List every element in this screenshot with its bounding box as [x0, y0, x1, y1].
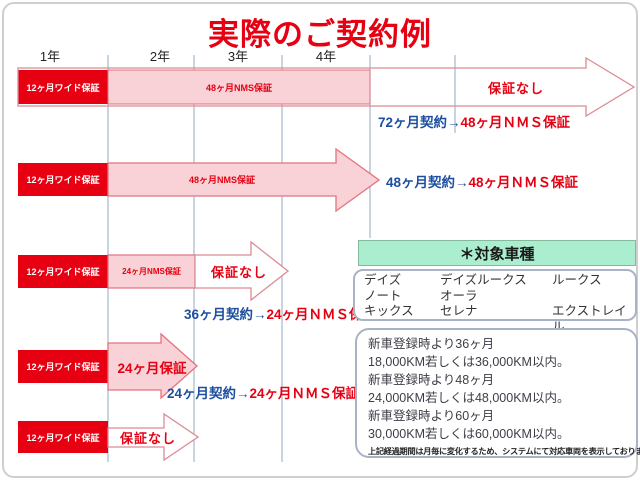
warranty-conditions-box: 新車登録時より36ヶ月 18,000KM若しくは36,000KM以内。 新車登録…	[355, 328, 640, 458]
row3-wide-warranty-bar	[18, 255, 108, 288]
row1-no-warranty-label: 保証なし	[487, 80, 544, 96]
row4-wide-warranty-bar	[18, 350, 108, 383]
row4-base-label: 12ヶ月ワイド保証	[26, 362, 100, 372]
row3-no-warranty-label: 保証なし	[210, 265, 267, 280]
row2-base-label: 12ヶ月ワイド保証	[26, 175, 100, 185]
row5-arrow-outline	[107, 412, 200, 462]
condition-line: 新車登録時より48ヶ月	[368, 373, 495, 387]
row1-wide-warranty-bar	[18, 70, 108, 104]
condition-line: 30,000KM若しくは60,000KM以内。	[368, 427, 570, 441]
row5-base-label: 12ヶ月ワイド保証	[26, 432, 100, 443]
row2-wide-warranty-bar	[18, 163, 108, 196]
vehicle-name: セレナ	[440, 304, 478, 318]
page-title: 実際のご契約例	[208, 17, 432, 52]
row4-caption-result: 24ヶ月ＮＭＳ保証	[249, 386, 360, 401]
vehicle-name: ルークス	[552, 273, 602, 287]
vehicle-row: デイズ デイズルークス ルークス	[364, 273, 635, 289]
row2-caption: 48ヶ月契約→48ヶ月ＮＭＳ保証	[386, 171, 578, 191]
row4-warranty-arrow	[107, 332, 198, 400]
row1-caption-contract: 72ヶ月契約→	[378, 115, 461, 130]
row2-nms-arrow	[107, 147, 381, 213]
row1-mid-label: 48ヶ月NMS保証	[205, 82, 272, 93]
vehicle-name: デイズルークス	[440, 273, 527, 287]
conditions-footnote: 上記経過期間は月毎に変化するため、システムにて対応車両を表示しております	[368, 447, 640, 456]
row3-arrow-outline	[194, 240, 290, 302]
vehicle-name	[552, 289, 635, 305]
axis-year-1: 1年	[39, 49, 61, 64]
vehicle-name: キックス	[364, 304, 414, 318]
row4-caption-contract: 24ヶ月契約→	[167, 386, 250, 401]
row3-caption-result: 24ヶ月ＮＭＳ保証	[266, 307, 377, 322]
target-vehicles-list: デイズ デイズルークス ルークス ノート オーラ キックス セレナ エクストレイ…	[353, 269, 637, 334]
row1-caption-result: 48ヶ月ＮＭＳ保証	[460, 115, 571, 130]
vehicle-name: オーラ	[440, 288, 478, 303]
vehicle-name: デイズ	[364, 273, 402, 287]
row4-mid-label: 24ヶ月保証	[117, 360, 187, 376]
condition-line: 新車登録時より36ヶ月	[368, 337, 495, 351]
row3-caption-contract: 36ヶ月契約→	[184, 307, 267, 322]
row1-caption: 72ヶ月契約→48ヶ月ＮＭＳ保証	[378, 111, 570, 131]
row3-base-label: 12ヶ月ワイド保証	[26, 267, 100, 277]
row3-mid-label: 24ヶ月NMS保証	[122, 267, 181, 276]
row2-mid-label: 48ヶ月NMS保証	[188, 175, 255, 185]
row2-caption-result: 48ヶ月ＮＭＳ保証	[468, 175, 579, 190]
condition-line: 新車登録時より60ヶ月	[368, 409, 495, 423]
axis-year-3: 3年	[227, 49, 249, 64]
row5-no-warranty-label: 保証なし	[119, 430, 176, 446]
row2-caption-contract: 48ヶ月契約→	[386, 175, 469, 190]
row5-wide-warranty-bar	[18, 421, 108, 453]
row1-arrow-outline	[17, 56, 636, 118]
row1-nms-warranty-bar	[107, 69, 371, 105]
target-vehicles-header: ＊対象車種	[358, 240, 636, 266]
vehicle-name: ノート	[364, 288, 402, 303]
axis-year-2: 2年	[149, 49, 171, 64]
condition-line: 18,000KM若しくは36,000KM以内。	[368, 355, 570, 369]
axis-year-4: 4年	[315, 49, 337, 64]
row4-caption: 24ヶ月契約→24ヶ月ＮＭＳ保証	[167, 382, 359, 402]
condition-line: 24,000KM若しくは48,000KM以内。	[368, 391, 570, 405]
row1-base-label: 12ヶ月ワイド保証	[26, 82, 100, 93]
vehicle-row: ノート オーラ	[364, 289, 635, 305]
row3-caption: 36ヶ月契約→24ヶ月ＮＭＳ保証	[184, 303, 376, 323]
